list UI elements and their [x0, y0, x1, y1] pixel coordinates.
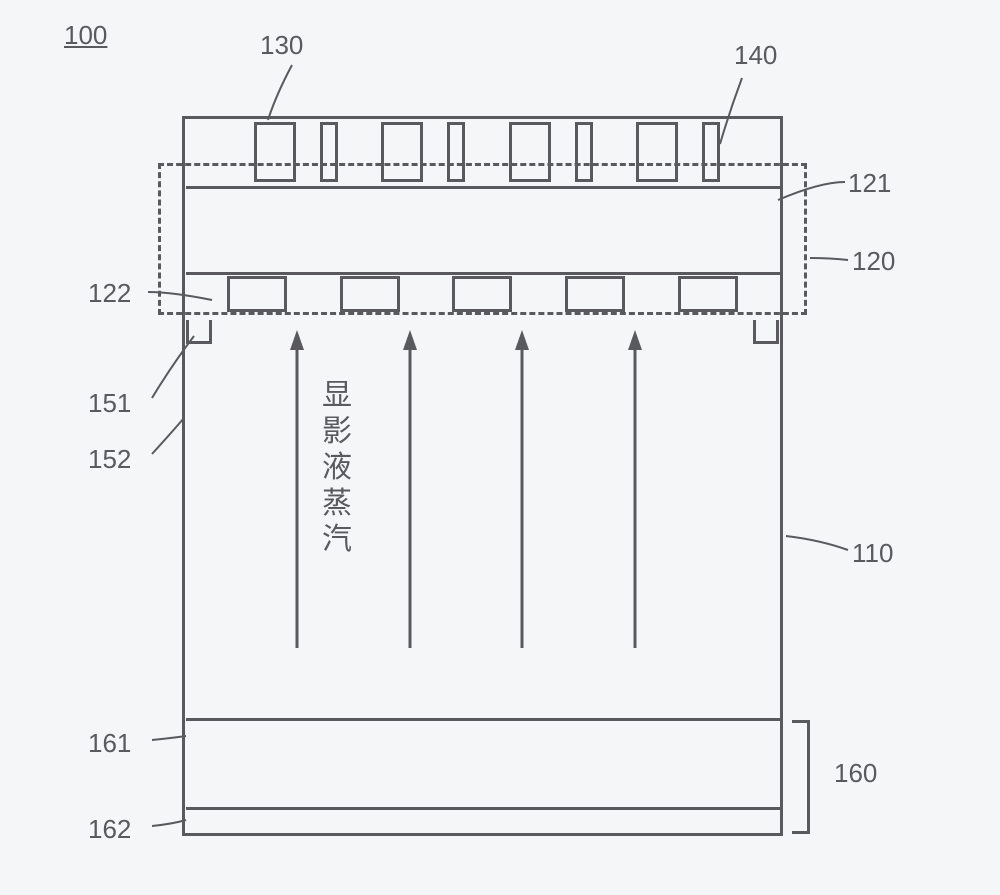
vapor-arrow [403, 330, 417, 650]
label-140: 140 [734, 40, 777, 71]
leader-152 [152, 418, 184, 454]
label-122: 122 [88, 278, 131, 309]
leader-120 [810, 258, 848, 260]
label-161: 161 [88, 728, 131, 759]
vapor-char: 蒸 [322, 486, 352, 522]
label-121: 121 [848, 168, 891, 199]
dashed-box-120 [158, 163, 807, 315]
vapor-char: 影 [322, 414, 352, 450]
vapor-arrow [628, 330, 642, 650]
support-left-151 [186, 320, 212, 344]
leader-162 [152, 820, 186, 826]
vapor-arrow [515, 330, 529, 650]
support-right-151 [753, 320, 779, 344]
label-ref-main: 100 [64, 20, 107, 51]
label-162: 162 [88, 814, 131, 845]
vapor-char: 汽 [322, 522, 352, 558]
vapor-char: 显 [322, 378, 352, 414]
label-151: 151 [88, 388, 131, 419]
vapor-char: 液 [322, 450, 352, 486]
vapor-arrow [290, 330, 304, 650]
label-152: 152 [88, 444, 131, 475]
leader-130 [268, 65, 292, 120]
label-110: 110 [852, 538, 893, 569]
label-120: 120 [852, 246, 895, 277]
leader-161 [152, 736, 186, 740]
label-130: 130 [260, 30, 303, 61]
line-162-top [186, 807, 782, 810]
label-160: 160 [834, 758, 877, 789]
vapor-caption: 显 影 液 蒸 汽 [322, 378, 352, 558]
leader-110 [786, 536, 848, 550]
line-161-top [186, 718, 782, 721]
bracket-160 [792, 720, 810, 834]
diagram-canvas: 100 显 影 液 蒸 汽 [0, 0, 1000, 895]
